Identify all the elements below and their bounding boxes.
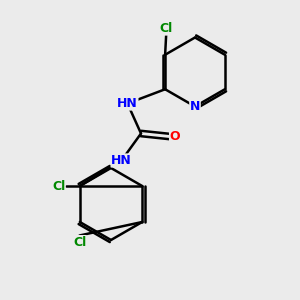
Text: HN: HN: [117, 97, 138, 110]
Text: Cl: Cl: [52, 179, 65, 193]
Text: Cl: Cl: [160, 22, 173, 35]
Text: N: N: [190, 100, 200, 113]
Text: Cl: Cl: [73, 236, 86, 249]
Text: O: O: [169, 130, 180, 143]
Text: HN: HN: [111, 154, 132, 167]
